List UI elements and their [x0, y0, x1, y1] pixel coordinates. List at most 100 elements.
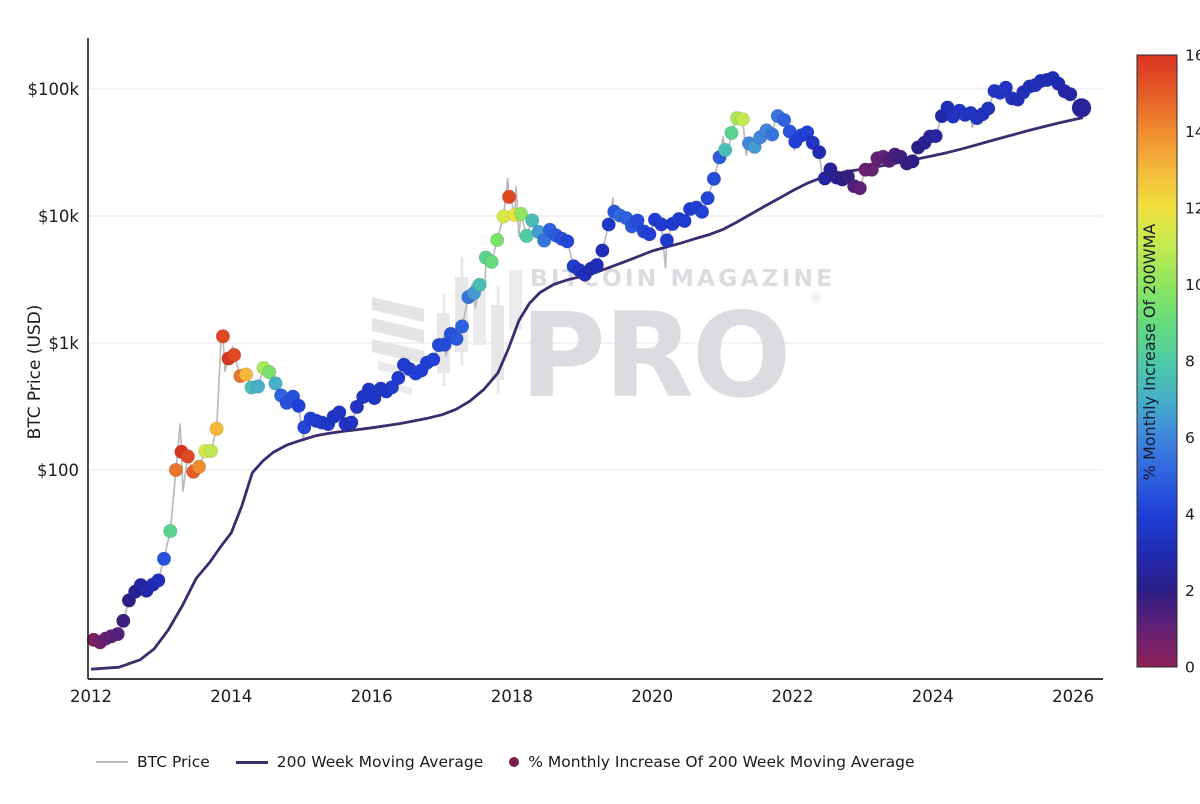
data-point: [501, 189, 517, 204]
data-point: [291, 398, 306, 413]
data-point: [262, 364, 277, 380]
data-point: [700, 191, 715, 206]
colorbar-tick-label: 8: [1185, 353, 1195, 371]
data-point: [426, 352, 441, 367]
data-point: [437, 337, 452, 352]
x-tick-label: 2012: [70, 687, 112, 706]
colorbar-tick-label: 2: [1185, 582, 1195, 600]
data-point: [332, 405, 347, 420]
colorbar: 0 2 4 6 8 10 12 14 16: [1136, 47, 1200, 677]
data-point: [659, 233, 675, 248]
data-point: [905, 154, 920, 169]
data-point: [724, 125, 739, 141]
data-point: [630, 213, 645, 228]
data-point: [454, 319, 470, 334]
gridlines: [88, 88, 1103, 471]
legend: BTC Price 200 Week Moving Average % Mont…: [96, 753, 914, 771]
data-point: [449, 331, 464, 346]
data-point: [472, 277, 487, 292]
y-tick-label: $100: [37, 461, 79, 480]
data-point: [1063, 87, 1078, 102]
data-point: [209, 421, 224, 436]
x-tick-label: 2026: [1052, 687, 1094, 706]
data-point: [998, 80, 1013, 95]
data-point: [864, 162, 879, 177]
data-point: [765, 127, 780, 142]
data-point: [525, 213, 540, 228]
monthly-increase-points: [86, 70, 1092, 650]
x-tick-label: 2016: [351, 687, 393, 706]
y-tick-label: $100k: [27, 80, 79, 99]
data-point: [694, 204, 710, 219]
wma-line-swatch: [235, 760, 268, 764]
data-point: [490, 232, 505, 248]
data-point: [735, 112, 750, 127]
axes: $100k $10k $1k $100 2012 2014 2016 2018 2020 2022…: [27, 38, 1103, 706]
colorbar-tick-label: 14: [1185, 123, 1200, 141]
data-point: [151, 573, 166, 588]
colorbar-title: % Monthly Increase Of 200WMA: [1140, 224, 1159, 481]
x-tick-label: 2022: [772, 687, 814, 706]
data-point: [349, 399, 365, 415]
legend-label: BTC Price: [137, 753, 210, 771]
x-tick-label: 2024: [912, 687, 954, 706]
legend-label: % Monthly Increase Of 200 Week Moving Av…: [528, 753, 915, 771]
data-point: [519, 228, 534, 244]
colorbar-gradient: [1136, 54, 1178, 668]
legend-item-btc-price: BTC Price: [96, 753, 210, 771]
data-point: [981, 101, 996, 116]
colorbar-tick-label: 6: [1185, 429, 1195, 447]
monthly-increase-dot-swatch: [509, 757, 520, 767]
data-point: [391, 370, 406, 386]
data-point: [168, 462, 184, 478]
data-point: [268, 376, 283, 391]
colorbar-tick-label: 10: [1185, 276, 1200, 294]
data-point: [852, 181, 867, 196]
data-point: [191, 459, 207, 474]
btc-price-line-swatch: [96, 761, 128, 763]
data-point: [203, 443, 219, 459]
watermark-registered-mark: ®: [810, 292, 822, 306]
legend-item-200wma: 200 Week Moving Average: [235, 753, 484, 771]
data-point: [226, 347, 242, 363]
data-point: [601, 217, 616, 232]
data-point: [163, 523, 178, 539]
data-point: [928, 128, 943, 144]
data-point: [513, 206, 529, 222]
data-point: [537, 233, 552, 248]
data-point: [812, 145, 827, 160]
data-point: [238, 367, 254, 382]
x-tick-label: 2014: [210, 687, 252, 706]
y-tick-label: $10k: [38, 207, 79, 226]
data-point: [180, 449, 195, 464]
data-point: [560, 234, 575, 249]
y-axis-title: BTC Price (USD): [25, 305, 45, 440]
legend-label: 200 Week Moving Average: [276, 753, 484, 771]
data-point: [344, 415, 359, 430]
colorbar-tick-label: 4: [1185, 506, 1195, 524]
latest-data-point: [1071, 98, 1092, 118]
data-point: [110, 626, 125, 642]
data-point: [250, 379, 266, 394]
data-point: [116, 613, 131, 628]
data-point: [484, 254, 499, 269]
data-point: [677, 213, 692, 229]
data-point: [595, 243, 610, 258]
data-point: [776, 112, 792, 128]
x-tick-label: 2020: [631, 687, 673, 706]
watermark-pro-text: PRO: [520, 287, 789, 424]
data-point: [642, 227, 657, 242]
legend-item-monthly-increase: % Monthly Increase Of 200 Week Moving Av…: [509, 753, 914, 771]
colorbar-tick-label: 12: [1185, 200, 1200, 218]
x-tick-label: 2018: [491, 687, 533, 706]
data-point: [589, 257, 604, 273]
y-tick-label: $1k: [48, 334, 79, 353]
colorbar-tick-label: 0: [1185, 659, 1195, 677]
data-point: [718, 142, 733, 158]
data-point: [215, 329, 231, 344]
data-point: [156, 551, 172, 566]
data-point: [706, 171, 722, 186]
data-point: [840, 169, 856, 184]
